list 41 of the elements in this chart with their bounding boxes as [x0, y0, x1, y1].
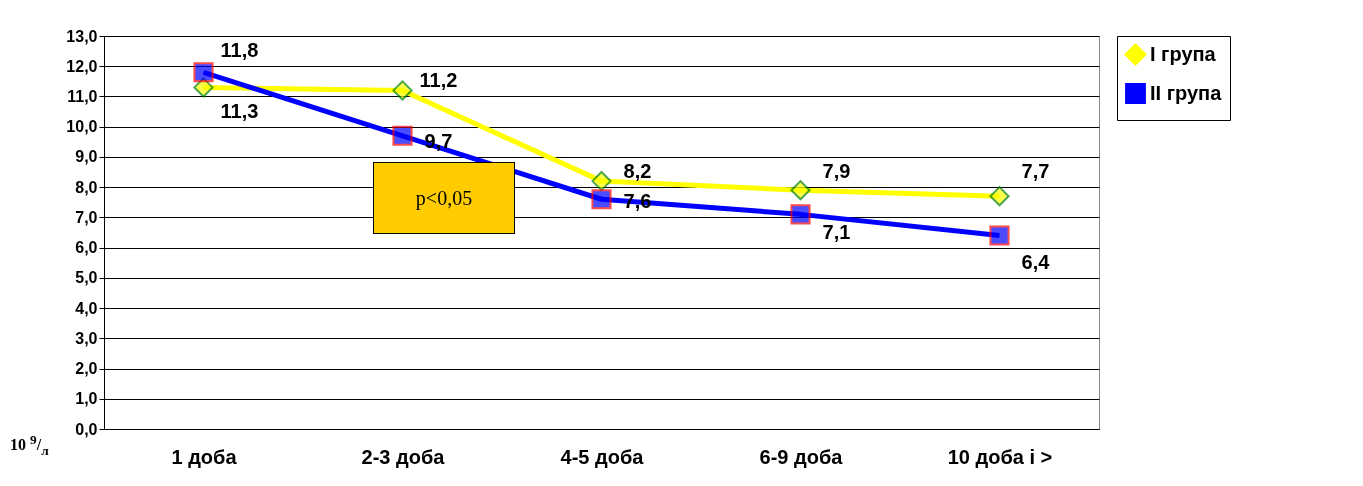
- point: [392, 80, 413, 101]
- point: [989, 186, 1010, 207]
- data-label: 11,8: [220, 39, 259, 62]
- point: [790, 180, 811, 201]
- data-label: 7,9: [822, 160, 851, 183]
- data-label: 6,4: [1021, 250, 1051, 273]
- x-tick-label: 2-3 доба: [361, 445, 446, 468]
- point: [392, 125, 413, 146]
- data-label: 11,2: [419, 69, 458, 92]
- point: [790, 204, 811, 225]
- y-tick-label: 3,0: [75, 329, 98, 347]
- y-axis-title: 10 $^{9}$/$_{л}$: [10, 432, 49, 459]
- y-tick-label: 1,0: [75, 390, 98, 408]
- y-tick-label: 0,0: [75, 420, 98, 438]
- y-tick-label: 11,0: [67, 87, 98, 105]
- point: [193, 62, 214, 83]
- y-tick-label: 10,0: [66, 118, 98, 136]
- point: [989, 225, 1010, 246]
- y-tick-label: 7,0: [75, 208, 98, 226]
- point: [591, 171, 612, 192]
- data-label: 7,6: [623, 190, 652, 213]
- data-label: 11,3: [220, 99, 259, 122]
- point: [591, 189, 612, 210]
- note-box: p<0,05: [373, 162, 515, 234]
- y-tick-label: 9,0: [75, 148, 98, 166]
- data-label: 7,7: [1021, 160, 1050, 183]
- data-label: 8,2: [623, 160, 652, 183]
- y-tick-label: 6,0: [75, 239, 98, 257]
- y-tick-label: 2,0: [75, 360, 98, 378]
- y-tick-label: 4,0: [75, 299, 98, 317]
- x-tick-label: 10 доба і >: [947, 445, 1053, 468]
- legend-label: І група: [1150, 42, 1217, 65]
- y-tick-label: 5,0: [75, 269, 98, 287]
- data-label: 7,1: [822, 220, 851, 243]
- y-tick-label: 8,0: [75, 178, 98, 196]
- legend-label: ІІ група: [1150, 81, 1223, 104]
- y-tick-label: 12,0: [66, 57, 98, 75]
- x-tick-label: 4-5 доба: [560, 445, 645, 468]
- y-tick-label: 13,0: [66, 27, 98, 45]
- x-tick-label: 1 доба: [171, 445, 238, 468]
- x-tick-label: 6-9 доба: [759, 445, 844, 468]
